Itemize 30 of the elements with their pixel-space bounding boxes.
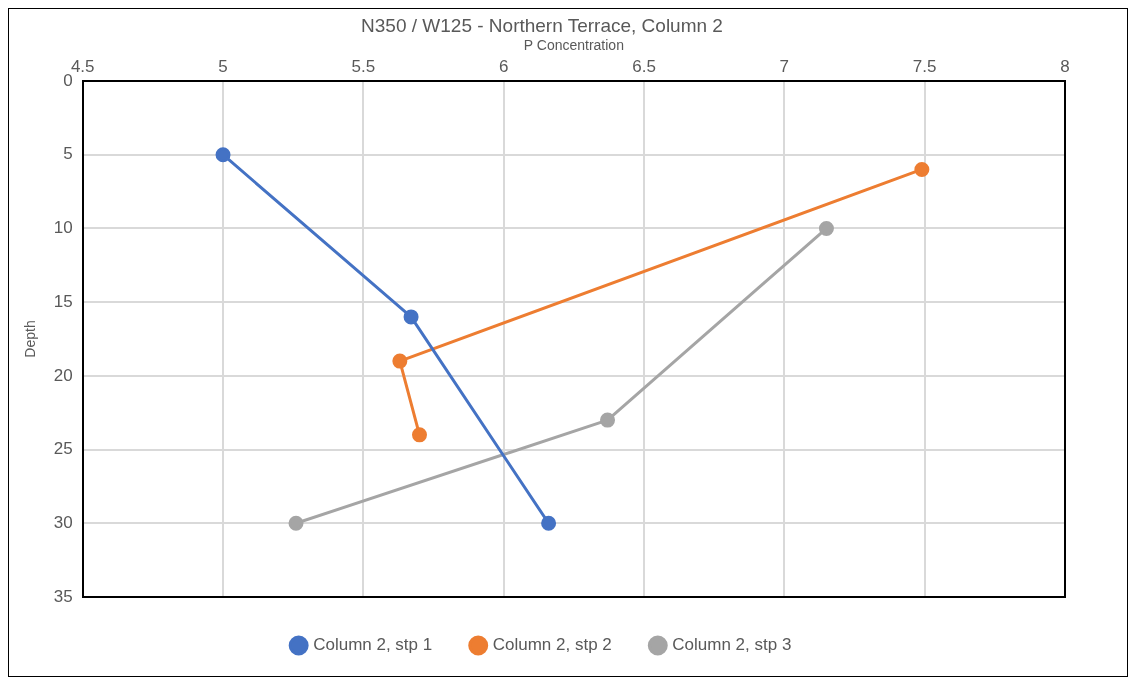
point	[392, 353, 408, 369]
y-tick-label: 0	[63, 70, 73, 90]
y-tick-label: 15	[53, 291, 73, 311]
point	[914, 161, 930, 177]
x-tick-label: 6.5	[632, 57, 656, 77]
x-tick-label: 7	[779, 57, 790, 77]
y-axis-title: Depth	[22, 320, 39, 358]
x-tick-label: 5.5	[351, 57, 376, 77]
y-tick-label: 20	[53, 365, 73, 385]
x-tick-label: 5	[218, 57, 228, 77]
point	[600, 412, 616, 428]
x-tick-label: 7.5	[912, 57, 937, 77]
y-tick-label: 10	[53, 218, 73, 238]
legend-label: Column 2, stp 2	[492, 635, 612, 655]
point	[818, 220, 834, 236]
point	[403, 309, 419, 325]
point	[541, 515, 557, 531]
chart-title: N350 / W125 - Northern Terrace, Column 2	[361, 14, 723, 36]
x-tick-label: 6	[498, 57, 509, 77]
y-tick-label: 25	[53, 439, 73, 459]
point	[215, 147, 231, 163]
point	[288, 515, 304, 531]
legend-label: Column 2, stp 1	[313, 635, 433, 655]
legend-label: Column 2, stp 3	[672, 635, 792, 655]
y-tick-label: 30	[53, 512, 73, 532]
y-tick-label: 5	[63, 144, 73, 164]
x-axis-title: P Concentration	[523, 37, 624, 54]
point	[412, 427, 427, 443]
x-tick-label: 8	[1060, 57, 1070, 77]
y-tick-label: 35	[53, 586, 73, 606]
